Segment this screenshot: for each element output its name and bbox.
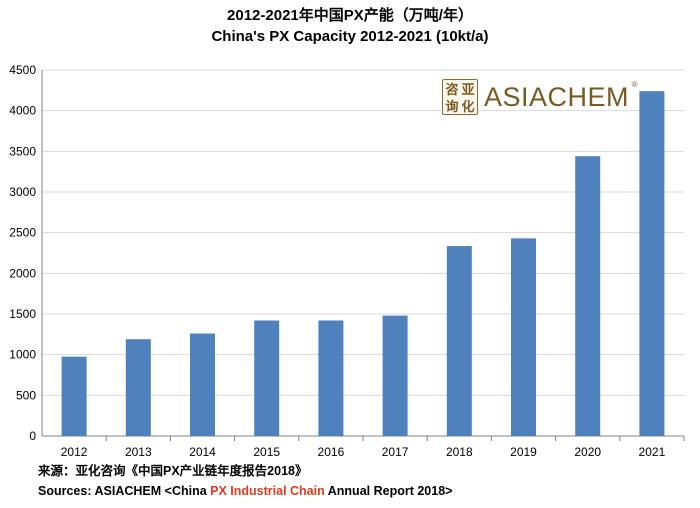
- bar: [190, 333, 215, 436]
- bar: [318, 320, 344, 436]
- x-tick-label: 2019: [510, 445, 537, 459]
- bar: [382, 315, 408, 436]
- x-tick-label: 2020: [574, 445, 601, 459]
- bar: [639, 91, 665, 436]
- registered-mark: ®: [631, 79, 639, 89]
- bar: [125, 339, 151, 436]
- x-tick-label: 2016: [318, 445, 345, 459]
- source-highlight: PX Industrial Chain: [210, 484, 325, 498]
- x-tick-label: 2018: [446, 445, 473, 459]
- x-tick-label: 2012: [61, 445, 88, 459]
- chart-title-en: China's PX Capacity 2012-2021 (10kt/a): [211, 28, 489, 45]
- y-tick-label: 2000: [9, 266, 36, 280]
- y-tick-label: 3500: [9, 144, 36, 158]
- logo-brand-text: ASIACHEM: [484, 81, 630, 112]
- y-tick-label: 1500: [9, 307, 36, 321]
- logo-seal: 咨 亚 询 化: [442, 79, 478, 115]
- bar: [446, 246, 472, 436]
- bar: [575, 156, 601, 437]
- source-line-cn: 来源：亚化咨询《中国PX产业链年度报告2018》: [38, 464, 308, 478]
- y-tick-label: 1000: [9, 348, 36, 362]
- chart-title-cn: 2012-2021年中国PX产能（万吨/年）: [227, 7, 473, 24]
- seal-char: 化: [461, 99, 475, 114]
- x-tick-label: 2015: [253, 445, 280, 459]
- seal-char: 咨: [445, 82, 459, 97]
- x-tick-label: 2013: [125, 445, 152, 459]
- y-tick-label: 500: [16, 388, 36, 402]
- y-tick-label: 4500: [9, 63, 36, 77]
- bar: [254, 320, 280, 436]
- seal-char: 询: [445, 99, 459, 114]
- x-tick-label: 2017: [382, 445, 409, 459]
- bar: [511, 238, 536, 436]
- y-tick-label: 2500: [9, 226, 36, 240]
- source-line-en: Sources: ASIACHEM <China PX Industrial C…: [38, 483, 452, 499]
- y-tick-label: 0: [29, 429, 36, 443]
- source-prefix: Sources: ASIACHEM <China: [38, 484, 211, 498]
- x-tick-label: 2014: [189, 445, 216, 459]
- bar: [61, 356, 87, 436]
- source-suffix: Annual Report 2018>: [324, 484, 453, 498]
- seal-char: 亚: [461, 82, 475, 97]
- asiachem-logo: 咨 亚 询 化 ASIACHEM ®: [442, 77, 637, 117]
- y-tick-label: 3000: [9, 185, 36, 199]
- x-tick-label: 2021: [639, 445, 666, 459]
- logo-brand: ASIACHEM ®: [484, 80, 637, 113]
- y-tick-label: 4000: [9, 104, 36, 118]
